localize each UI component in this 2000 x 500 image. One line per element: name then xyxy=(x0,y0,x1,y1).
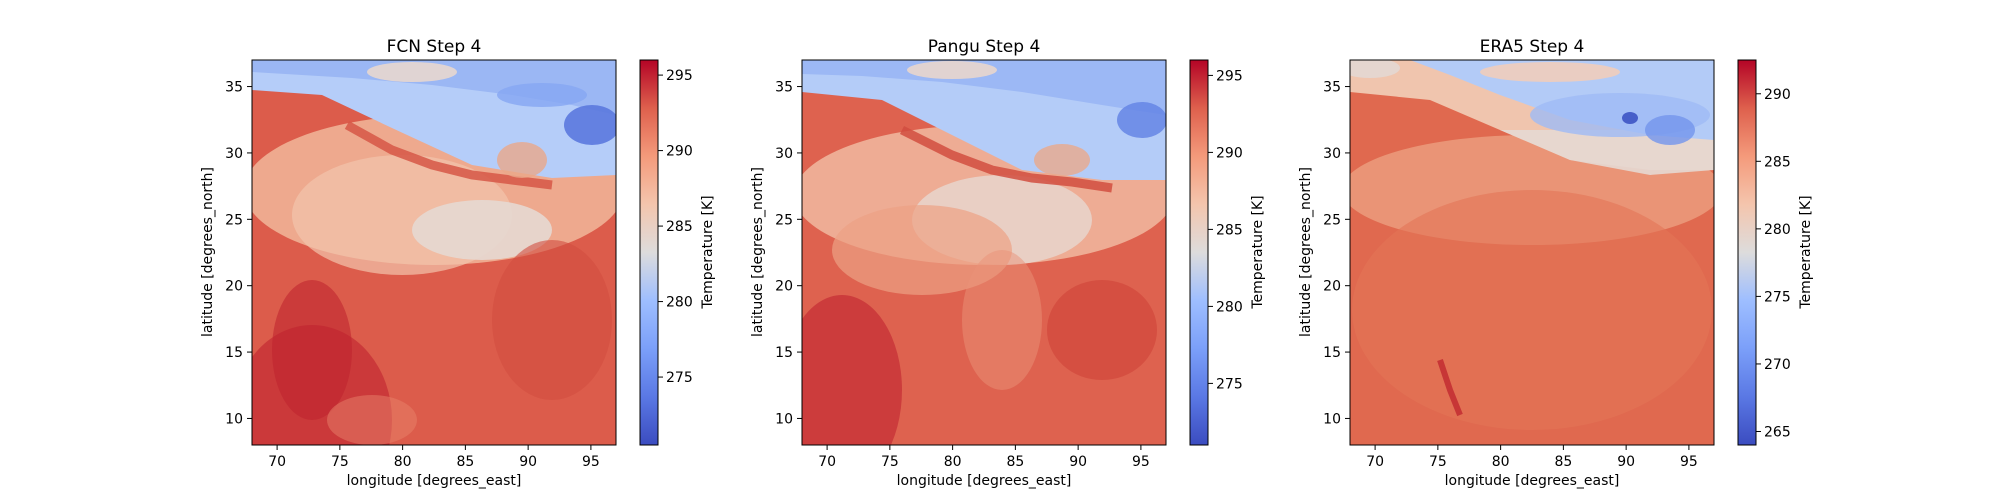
y-tick-label: 30 xyxy=(225,146,243,162)
x-tick-label: 95 xyxy=(1132,454,1150,470)
y-tick-label: 25 xyxy=(775,212,793,228)
colorbar xyxy=(639,59,659,446)
colorbar-tick-label: 280 xyxy=(1764,222,1791,238)
x-axis-label: longitude [degrees_east] xyxy=(1445,473,1620,489)
y-tick-label: 20 xyxy=(225,279,243,295)
y-tick-label: 10 xyxy=(775,411,793,427)
y-tick-label: 30 xyxy=(1323,146,1341,162)
panel-title: Pangu Step 4 xyxy=(928,37,1041,57)
panel-pangu: Pangu Step 4 longitude [degrees_east] la… xyxy=(750,37,1266,489)
axes-ticks: 70 75 80 85 90 95 10 15 20 25 30 35 265 270 275 280 285 2… xyxy=(1323,80,1791,470)
y-axis-label: latitude [degrees_north] xyxy=(200,167,216,337)
y-tick-label: 15 xyxy=(775,345,793,361)
y-tick-label: 25 xyxy=(225,212,243,228)
y-tick-label: 20 xyxy=(775,279,793,295)
colorbar xyxy=(1737,59,1757,446)
panel-title: ERA5 Step 4 xyxy=(1480,37,1585,57)
x-tick-label: 75 xyxy=(881,454,899,470)
axes-ticks: 70 75 80 85 90 95 10 15 20 25 30 35 275 280 285 290 295 xyxy=(775,68,1243,470)
colorbar-tick-label: 275 xyxy=(666,370,693,386)
colorbar-label: Temperature [K] xyxy=(1798,195,1814,309)
temperature-field xyxy=(1350,60,1714,445)
colorbar-tick-label: 295 xyxy=(666,68,693,84)
panel-fcn: FCN Step 4 longitude [degrees_east] lati… xyxy=(200,37,716,489)
x-tick-label: 75 xyxy=(1429,454,1447,470)
x-tick-label: 95 xyxy=(1680,454,1698,470)
panel-title: FCN Step 4 xyxy=(387,37,482,57)
y-tick-label: 15 xyxy=(1323,345,1341,361)
x-axis-label: longitude [degrees_east] xyxy=(347,473,522,489)
x-tick-label: 90 xyxy=(1069,454,1087,470)
colorbar-label: Temperature [K] xyxy=(1250,195,1266,309)
x-tick-label: 70 xyxy=(1366,454,1384,470)
axes-ticks: 70 75 80 85 90 95 10 15 20 25 30 35 275 280 285 290 295 xyxy=(225,68,693,470)
x-tick-label: 85 xyxy=(1006,454,1024,470)
colorbar-label: Temperature [K] xyxy=(700,195,716,309)
colorbar-tick-label: 280 xyxy=(1216,299,1243,315)
y-tick-label: 10 xyxy=(1323,411,1341,427)
colorbar-tick-label: 270 xyxy=(1764,357,1791,373)
x-tick-label: 80 xyxy=(1492,454,1510,470)
x-tick-label: 95 xyxy=(582,454,600,470)
x-tick-label: 75 xyxy=(331,454,349,470)
x-tick-label: 80 xyxy=(394,454,412,470)
y-axis-label: latitude [degrees_north] xyxy=(1298,167,1314,337)
colorbar-tick-label: 275 xyxy=(1216,376,1243,392)
y-tick-label: 20 xyxy=(1323,279,1341,295)
y-tick-label: 35 xyxy=(225,80,243,96)
y-tick-label: 30 xyxy=(775,146,793,162)
colorbar-tick-label: 285 xyxy=(1216,222,1243,238)
colorbar-tick-label: 285 xyxy=(666,219,693,235)
x-tick-label: 70 xyxy=(818,454,836,470)
x-tick-label: 90 xyxy=(519,454,537,470)
temperature-field xyxy=(802,60,1166,445)
colorbar-tick-label: 290 xyxy=(666,144,693,160)
colorbar-tick-label: 290 xyxy=(1216,145,1243,161)
y-tick-label: 35 xyxy=(1323,80,1341,96)
x-axis-label: longitude [degrees_east] xyxy=(897,473,1072,489)
y-tick-label: 15 xyxy=(225,345,243,361)
x-tick-label: 90 xyxy=(1617,454,1635,470)
x-tick-label: 70 xyxy=(268,454,286,470)
panel-era5: ERA5 Step 4 longitude [degrees_east] lat… xyxy=(1298,37,1814,489)
x-tick-label: 85 xyxy=(1554,454,1572,470)
x-tick-label: 85 xyxy=(456,454,474,470)
y-axis-label: latitude [degrees_north] xyxy=(750,167,766,337)
y-tick-label: 10 xyxy=(225,411,243,427)
y-tick-label: 25 xyxy=(1323,212,1341,228)
colorbar-tick-label: 275 xyxy=(1764,289,1791,305)
colorbar-tick-label: 265 xyxy=(1764,424,1791,440)
colorbar-tick-label: 280 xyxy=(666,295,693,311)
colorbar-tick-label: 285 xyxy=(1764,154,1791,170)
colorbar-tick-label: 295 xyxy=(1216,68,1243,84)
x-tick-label: 80 xyxy=(944,454,962,470)
colorbar-tick-label: 290 xyxy=(1764,87,1791,103)
colorbar xyxy=(1189,59,1209,446)
temperature-field xyxy=(252,60,616,445)
y-tick-label: 35 xyxy=(775,80,793,96)
